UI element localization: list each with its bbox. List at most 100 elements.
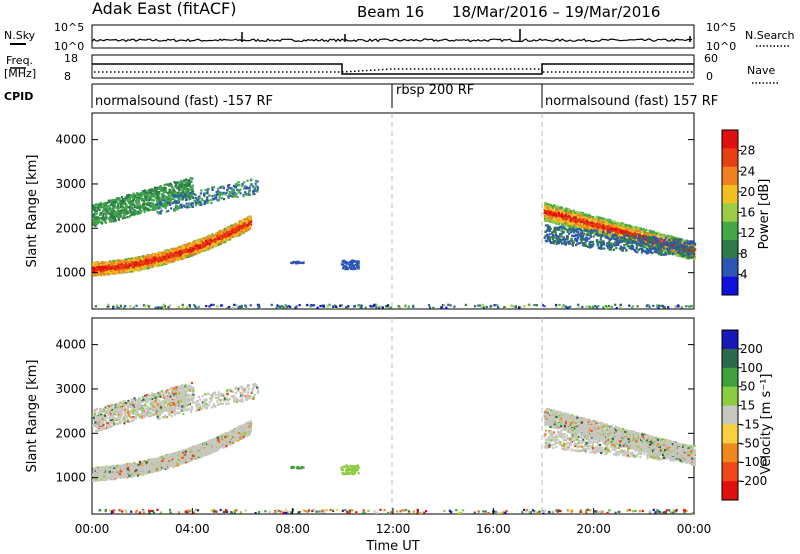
echo-cell [297, 260, 301, 263]
echo-cell [189, 195, 192, 198]
echo-cell [121, 261, 124, 264]
echo-cell [184, 192, 187, 196]
echo-cell [104, 211, 107, 214]
echo-cell [97, 216, 100, 219]
echo-cell [143, 255, 146, 258]
echo-cell [594, 230, 597, 233]
echo-cell [241, 184, 244, 188]
echo-cell [187, 179, 190, 182]
echo-cell [603, 228, 606, 231]
echo-cell [176, 201, 179, 204]
echo-cell [348, 260, 352, 264]
echo-cell [249, 215, 252, 218]
echo-cell [178, 194, 181, 197]
echo-cell [100, 211, 104, 214]
echo-cell [191, 177, 194, 180]
echo-cell [99, 206, 102, 209]
echo-cell [168, 202, 171, 205]
echo-cell [146, 260, 149, 263]
echo-cell [112, 216, 115, 219]
nave-tick-top: 60 [704, 52, 718, 65]
echo-cell [191, 193, 194, 196]
echo-cell [248, 220, 251, 223]
echo-cell [234, 229, 237, 232]
echo-cell [103, 219, 106, 222]
echo-cell [228, 238, 231, 241]
echo-cell [92, 262, 95, 266]
echo-cell [170, 249, 174, 252]
echo-cell [119, 199, 122, 202]
echo-cell [156, 205, 159, 209]
echo-cell [120, 203, 123, 206]
echo-cell [146, 195, 149, 198]
echo-cell [155, 263, 158, 266]
echo-cell [135, 261, 138, 264]
echo-cell [95, 210, 98, 213]
echo-cell [96, 206, 99, 209]
echo-cell [244, 226, 247, 230]
echo-cell [106, 207, 109, 210]
echo-cell [198, 238, 202, 241]
echo-cell [217, 199, 220, 202]
echo-cell [122, 265, 125, 268]
echo-cell [107, 199, 110, 202]
echo-cell [220, 238, 223, 241]
echo-cell [194, 197, 197, 200]
echo-cell [112, 272, 115, 275]
echo-cell [226, 227, 229, 230]
echo-cell [120, 211, 123, 215]
echo-cell [102, 205, 105, 208]
echo-cell [108, 262, 111, 265]
echo-cell [135, 206, 138, 209]
echo-cell [113, 203, 116, 206]
echo-cell [554, 208, 557, 211]
power-echo-marks [92, 177, 697, 310]
echo-cell [186, 182, 189, 185]
echo-cell [99, 212, 102, 215]
echo-cell [124, 270, 127, 273]
echo-cell [204, 248, 208, 251]
echo-cell [115, 260, 118, 263]
echo-cell [139, 211, 142, 214]
echo-cell [238, 183, 241, 186]
echo-cell [297, 262, 301, 265]
nsky-tick-bottom: 10^0 [54, 40, 84, 53]
echo-cell [197, 251, 200, 254]
echo-cell [95, 218, 98, 221]
echo-cell [229, 232, 232, 235]
echo-cell [123, 202, 126, 206]
freq-panel-frame [91, 54, 695, 79]
echo-cell [152, 189, 155, 192]
echo-cell [166, 198, 169, 201]
echo-cell [148, 263, 151, 266]
echo-cell [187, 192, 190, 195]
echo-cell [107, 204, 110, 207]
echo-cell [122, 198, 125, 201]
echo-cell [225, 230, 228, 234]
echo-cell [102, 212, 105, 215]
echo-cell [189, 180, 192, 183]
echo-cell [344, 262, 347, 265]
echo-cell [203, 192, 206, 195]
echo-cell [174, 208, 177, 211]
echo-cell [160, 259, 163, 262]
echo-cell [120, 269, 123, 273]
echo-cell [136, 204, 139, 207]
echo-cell [207, 199, 210, 202]
station-title: Adak East (fitACF) [92, 0, 236, 18]
echo-cell [182, 254, 185, 257]
echo-cell [207, 234, 210, 238]
echo-cell [230, 234, 233, 237]
echo-cell [158, 261, 161, 264]
echo-cell [95, 261, 98, 264]
echo-cell [200, 201, 203, 204]
echo-cell [149, 196, 152, 199]
echo-cell [92, 223, 95, 226]
echo-cell [201, 249, 204, 253]
echo-cell [171, 254, 174, 257]
echo-cell [139, 193, 142, 196]
echo-cell [109, 219, 112, 222]
echo-cell [166, 183, 169, 186]
echo-cell [143, 208, 146, 211]
echo-cell [343, 259, 346, 262]
